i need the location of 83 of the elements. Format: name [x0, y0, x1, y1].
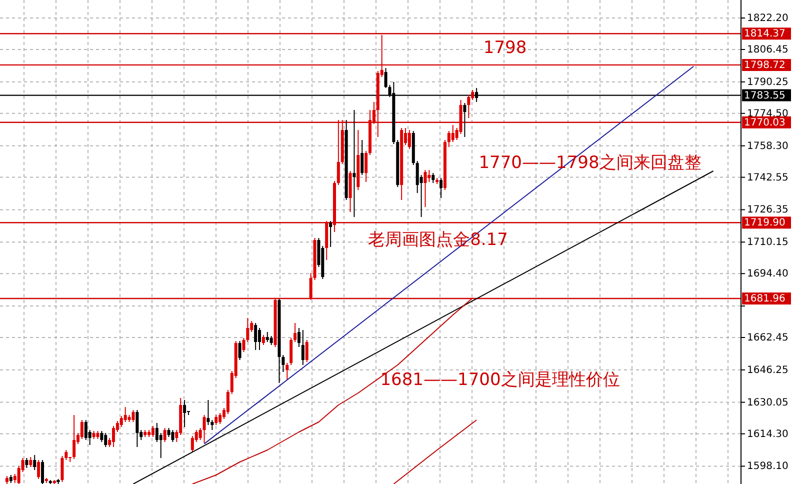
annotation: 1681——1700之间是理性价位	[380, 370, 620, 390]
candlestick	[183, 400, 186, 428]
candlestick	[329, 220, 332, 248]
y-tick-label: 1822.20	[747, 13, 788, 24]
ref-line-label: 1681.96	[744, 293, 786, 304]
candlestick	[226, 390, 230, 414]
candlestick	[214, 414, 218, 426]
candlestick	[171, 430, 174, 442]
candlestick	[72, 414, 76, 460]
candlestick	[163, 428, 166, 442]
candlestick	[206, 400, 210, 426]
candlestick	[242, 338, 246, 352]
candlestick	[132, 410, 135, 422]
y-tick-label: 1774.50	[747, 108, 788, 120]
candlestick	[440, 178, 443, 198]
y-tick-label: 1694.40	[747, 268, 788, 280]
ref-line-label: 1783.55	[744, 90, 786, 102]
candlestick	[238, 340, 242, 360]
candlestick	[210, 420, 214, 430]
candlestick	[290, 338, 293, 366]
candlestick	[25, 458, 28, 468]
ref-line-label: 1798.72	[744, 60, 786, 71]
candlestick	[463, 102, 466, 138]
candlestick	[198, 428, 202, 440]
y-tick-label: 1710.15	[747, 237, 788, 248]
y-tick-label: 1630.05	[747, 397, 788, 408]
candlestick	[467, 94, 470, 118]
candlestick	[100, 430, 104, 442]
candlestick	[80, 420, 84, 440]
candlestick	[424, 170, 427, 208]
candlestick	[246, 318, 250, 342]
candlestick	[120, 416, 123, 428]
y-tick-label: 1598.10	[747, 461, 788, 472]
candlestick	[408, 130, 411, 150]
candlestick	[297, 328, 300, 348]
annotation: 老周画图点金8.17	[368, 230, 508, 250]
candlestick	[360, 140, 364, 176]
candlestick	[254, 322, 258, 350]
candlestick	[218, 412, 222, 424]
candlestick	[40, 460, 44, 484]
candlestick	[305, 340, 308, 362]
candlestick	[262, 334, 265, 346]
candlestick	[301, 330, 304, 366]
y-tick-label: 1742.55	[747, 172, 788, 184]
candlestick	[64, 450, 68, 460]
candlestick	[29, 456, 32, 468]
y-tick-label: 1726.35	[747, 204, 788, 216]
candlestick	[190, 436, 194, 452]
candlestick	[112, 426, 116, 448]
candlestick	[416, 160, 419, 194]
y-tick-label: 1614.30	[747, 428, 788, 440]
candlestick	[309, 272, 312, 300]
candlestick	[124, 406, 127, 422]
ref-line-label: 1770.03	[744, 117, 786, 128]
candlestick	[364, 150, 368, 182]
candlestick	[432, 172, 435, 184]
candlestick	[155, 422, 158, 442]
candlestick	[84, 420, 88, 440]
candlestick	[202, 414, 206, 444]
candlestick	[266, 332, 269, 342]
candlestick	[451, 124, 454, 142]
candlestick	[258, 328, 262, 350]
y-tick-label: 1646.25	[747, 364, 788, 376]
candlestick	[104, 432, 108, 448]
candlestick	[33, 454, 36, 470]
ref-line-label: 1719.90	[744, 218, 786, 229]
y-tick-label: 1758.30	[747, 140, 788, 152]
candlestick	[294, 322, 297, 342]
candlestick	[336, 120, 340, 186]
candlestick	[37, 460, 40, 480]
ref-line-label: 1814.37	[744, 28, 786, 40]
candlestick	[136, 410, 139, 448]
candlestick	[60, 456, 64, 482]
candlestick	[352, 110, 356, 218]
annotation: 1798	[483, 38, 527, 58]
candlestick	[151, 426, 154, 438]
candlestick	[428, 170, 431, 182]
y-tick-label: 1662.45	[747, 332, 788, 344]
candlestick	[286, 362, 289, 380]
candlestick	[447, 130, 450, 148]
y-tick-label: 1790.25	[747, 76, 788, 88]
candlestick	[282, 354, 285, 372]
y-tick-label: 1806.45	[747, 44, 788, 56]
